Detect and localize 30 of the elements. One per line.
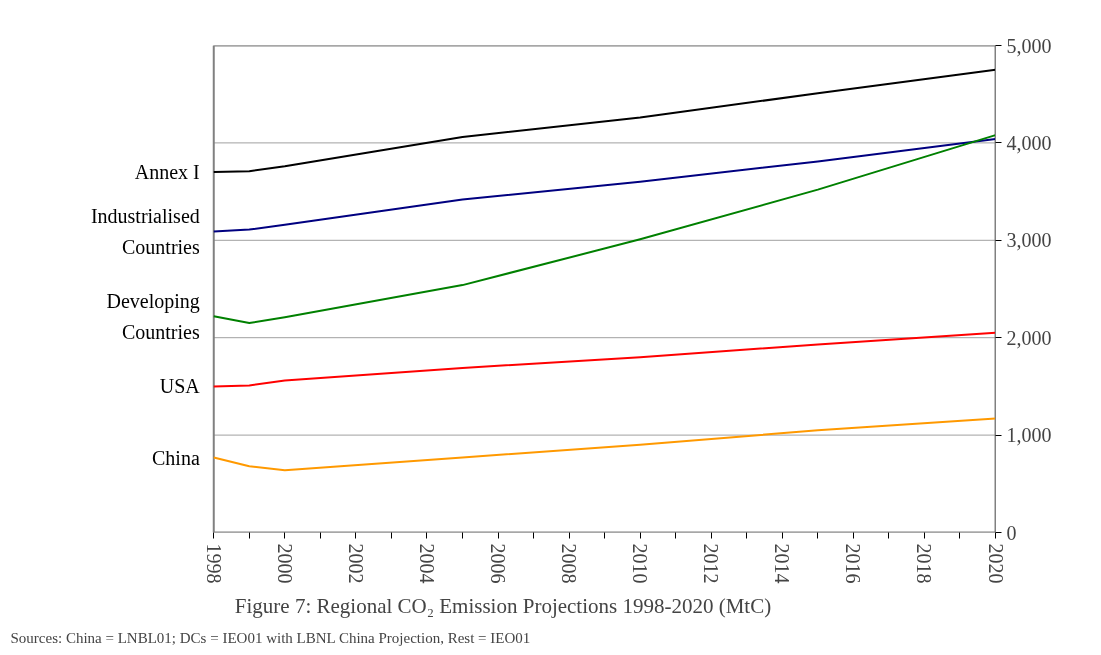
x-tick-label: 2018 [913, 543, 936, 584]
x-tick-label: 2014 [771, 543, 794, 584]
series-label: Developing Countries [106, 289, 200, 343]
series-label: Industrialised Countries [90, 205, 200, 258]
x-tick-label: 2010 [629, 543, 652, 584]
x-tick-label: 2012 [700, 543, 723, 584]
x-tick-label: 2006 [487, 543, 510, 584]
x-tick-label: 2016 [842, 543, 865, 584]
x-tick-label: 1998 [202, 543, 225, 584]
y-tick-label: 3,000 [1006, 229, 1052, 252]
y-tick-label: 0 [1006, 521, 1017, 544]
line-series [212, 138, 996, 233]
x-tick-label: 2008 [558, 543, 581, 584]
series-label: USA [159, 375, 201, 398]
y-tick-label: 4,000 [1006, 131, 1052, 154]
x-tick-label: 2002 [344, 543, 367, 584]
y-tick-label: 5,000 [1006, 34, 1052, 57]
line-series [212, 417, 996, 472]
x-tick-label: 2000 [273, 543, 296, 584]
y-tick-label: 1,000 [1006, 424, 1052, 447]
line-series [212, 134, 996, 325]
x-tick-label: 2020 [984, 543, 1007, 584]
text: Figure 7: Regional CO₂ Emission Projections 1998-2020 (MtC) [234, 593, 772, 618]
y-tick-label: 2,000 [1006, 326, 1052, 349]
line-series [212, 68, 996, 174]
line-series [212, 331, 996, 388]
series-label: China [151, 446, 200, 469]
series-label: Annex I [134, 161, 200, 184]
x-tick-label: 2004 [415, 543, 438, 584]
source-note: Sources: China = LNBL01; DCs = IEO01 with LBNL China Projection, Rest = IEO01 [10, 629, 531, 646]
